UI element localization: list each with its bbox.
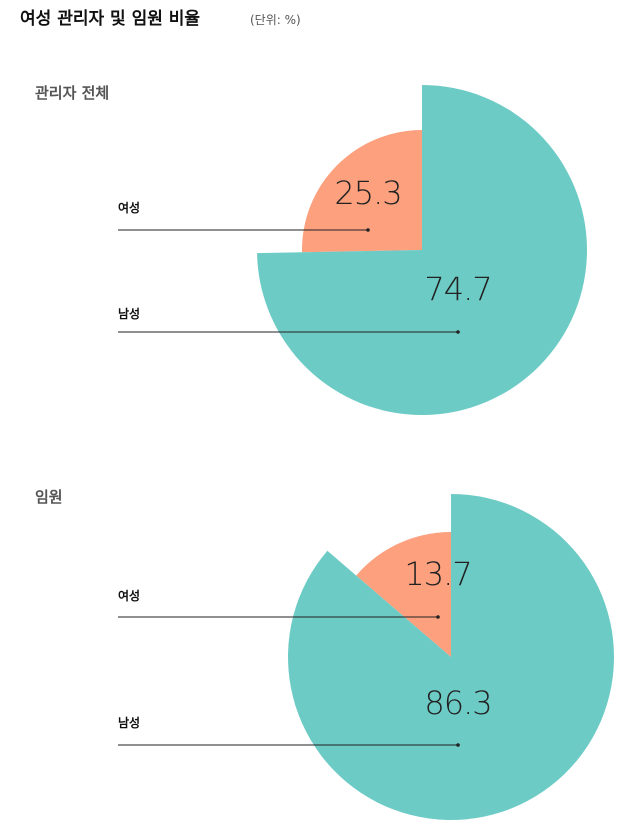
category-label: 여성 xyxy=(118,588,140,603)
pie-slice xyxy=(356,532,451,657)
value-label: 13.7 xyxy=(404,555,471,593)
category-label: 여성 xyxy=(118,200,140,215)
leader-dot xyxy=(456,743,460,747)
leader-dot xyxy=(366,228,370,232)
category-label: 남성 xyxy=(118,306,140,321)
pie-slice xyxy=(302,130,422,253)
leader-dot xyxy=(456,330,460,334)
leader-dot xyxy=(436,615,440,619)
value-label: 74.7 xyxy=(424,270,491,308)
pie-slice xyxy=(287,494,615,820)
category-label: 남성 xyxy=(118,715,140,730)
page-title: 여성 관리자 및 임원 비율 xyxy=(20,8,200,29)
chart-subtitle: 관리자 전체 xyxy=(35,84,109,102)
value-label: 25.3 xyxy=(334,174,401,212)
unit-note: (단위: %) xyxy=(250,13,301,27)
value-label: 86.3 xyxy=(424,684,491,722)
chart-subtitle: 임원 xyxy=(35,488,63,506)
